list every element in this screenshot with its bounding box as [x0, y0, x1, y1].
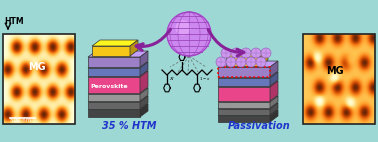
Circle shape — [216, 57, 226, 67]
Polygon shape — [88, 104, 148, 110]
Bar — [218, 78, 270, 86]
Text: $x$: $x$ — [169, 75, 175, 82]
Text: Perovskite: Perovskite — [90, 84, 128, 89]
Bar — [218, 116, 270, 122]
Polygon shape — [218, 103, 278, 109]
Polygon shape — [140, 51, 148, 67]
Text: 500 nm: 500 nm — [10, 118, 31, 123]
Polygon shape — [88, 71, 148, 77]
Polygon shape — [88, 62, 148, 68]
Circle shape — [246, 57, 256, 67]
Polygon shape — [218, 61, 278, 67]
Text: 35 % HTM: 35 % HTM — [102, 121, 156, 131]
Text: MG: MG — [28, 62, 46, 72]
Polygon shape — [140, 62, 148, 76]
Polygon shape — [270, 103, 278, 115]
Bar — [3, 34, 75, 124]
Bar — [88, 57, 140, 67]
Text: $_{1-x}$: $_{1-x}$ — [199, 76, 211, 83]
Bar — [303, 34, 375, 124]
Polygon shape — [140, 88, 148, 101]
Text: Passivation: Passivation — [228, 121, 291, 131]
Polygon shape — [270, 81, 278, 101]
Polygon shape — [92, 40, 138, 46]
Bar — [218, 67, 270, 77]
Polygon shape — [140, 71, 148, 93]
Circle shape — [251, 48, 261, 58]
Circle shape — [221, 48, 231, 58]
Polygon shape — [88, 51, 148, 57]
Bar — [218, 109, 270, 115]
Circle shape — [231, 48, 241, 58]
Circle shape — [167, 12, 211, 56]
Bar — [92, 46, 130, 56]
Polygon shape — [140, 104, 148, 117]
Polygon shape — [140, 96, 148, 109]
Bar — [226, 57, 260, 66]
Polygon shape — [218, 96, 278, 102]
Polygon shape — [88, 96, 148, 102]
Polygon shape — [218, 72, 278, 78]
Bar — [218, 87, 270, 101]
Circle shape — [236, 57, 246, 67]
Polygon shape — [270, 61, 278, 77]
Bar — [88, 94, 140, 101]
Polygon shape — [270, 72, 278, 86]
Polygon shape — [130, 40, 138, 56]
Text: MG: MG — [326, 66, 344, 76]
Polygon shape — [270, 96, 278, 108]
Polygon shape — [218, 81, 278, 87]
Circle shape — [241, 48, 251, 58]
Polygon shape — [270, 110, 278, 122]
Bar — [88, 77, 140, 93]
Bar — [88, 110, 140, 117]
Text: HTM: HTM — [4, 17, 23, 26]
Circle shape — [175, 20, 191, 36]
Bar — [218, 67, 270, 77]
Bar — [88, 102, 140, 109]
Polygon shape — [218, 110, 278, 116]
Polygon shape — [260, 51, 268, 66]
Circle shape — [261, 48, 271, 58]
Bar — [218, 102, 270, 108]
Circle shape — [256, 57, 266, 67]
Circle shape — [226, 57, 236, 67]
Bar — [88, 68, 140, 76]
Polygon shape — [226, 51, 268, 57]
Polygon shape — [88, 88, 148, 94]
